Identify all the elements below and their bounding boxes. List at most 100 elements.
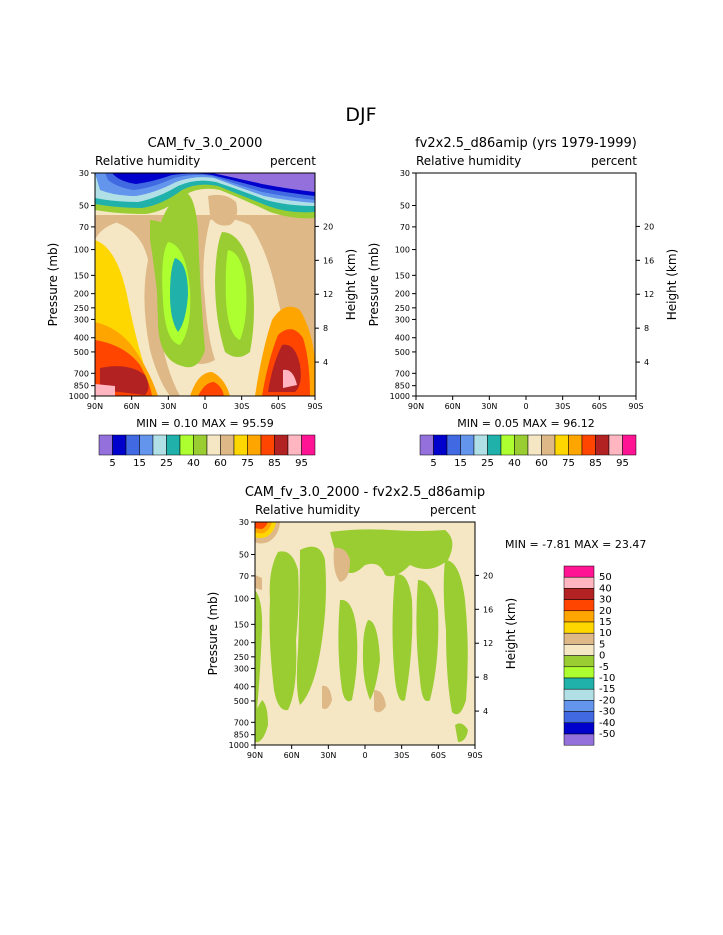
colorbar-swatch: [125, 434, 140, 456]
x-tick-label: 0: [523, 402, 528, 411]
y-tick-label: 500: [234, 697, 249, 706]
contour-band-15: [416, 173, 636, 203]
colorbar-label: 75: [241, 458, 254, 469]
panel-title: CAM_fv_3.0_2000 - fv2x2.5_d86amip: [245, 485, 485, 500]
y-right-axis-label: Height (km): [665, 249, 679, 320]
colorbar-swatch: [563, 599, 595, 612]
y-right-tick-label: 16: [323, 256, 333, 265]
colorbar-label: -20: [599, 695, 615, 706]
y-right-tick-label: 8: [483, 673, 488, 682]
y-tick-label: 50: [239, 550, 249, 559]
y-tick-label: 700: [395, 369, 410, 378]
contour-band-20: [495, 268, 505, 318]
x-tick-label: 90N: [247, 751, 263, 760]
colorbar-label: 15: [454, 458, 467, 469]
colorbar-swatch: [554, 434, 569, 456]
colorbar-swatch: [563, 711, 595, 724]
colorbar-swatch: [193, 434, 208, 456]
colorbar-swatch: [247, 434, 262, 456]
colorbar-swatch: [581, 434, 596, 456]
y-tick-label: 70: [79, 223, 89, 232]
y-right-tick-label: 8: [644, 324, 649, 333]
y-tick-label: 150: [74, 271, 89, 280]
colorbar-swatch: [433, 434, 448, 456]
contour-band-40: [478, 192, 526, 367]
contour-band-neg5-to-0: [296, 546, 326, 705]
contour-band-neg5-to-0: [255, 700, 268, 742]
page-title: DJF: [345, 104, 376, 126]
x-tick-label: 0: [362, 751, 367, 760]
colorbar-swatch: [446, 434, 461, 456]
colorbar-swatch: [622, 434, 637, 456]
y-tick-label: 70: [400, 223, 410, 232]
colorbar-swatch: [419, 434, 434, 456]
y-tick-label: 400: [234, 683, 249, 692]
contour-band-65: [95, 215, 315, 396]
y-axis-label: Pressure (mb): [367, 243, 381, 327]
y-right-tick-label: 4: [323, 358, 328, 367]
contour-band-90: [421, 366, 470, 395]
colorbar-swatch: [260, 434, 275, 456]
panel-subtitle-right: percent: [430, 503, 476, 517]
colorbar-label: 5: [430, 458, 436, 469]
colorbar-label: 60: [535, 458, 548, 469]
contour-band-20-to-30: [255, 522, 268, 529]
contour-band-85: [416, 340, 473, 396]
contour-band-80: [576, 307, 636, 396]
contour-band-95: [283, 369, 297, 388]
y-right-tick-label: 20: [483, 571, 493, 580]
colorbar-label: -5: [599, 662, 609, 673]
y-tick-label: 200: [395, 290, 410, 299]
contour-band-25: [416, 173, 636, 212]
colorbar-swatch: [563, 565, 595, 578]
colorbar-label: 10: [599, 628, 612, 639]
panel-subtitle-left: Relative humidity: [416, 154, 521, 168]
y-tick-label: 1000: [229, 741, 249, 750]
x-tick-label: 60S: [431, 751, 446, 760]
colorbar-swatch: [301, 434, 316, 456]
colorbar-swatch: [563, 666, 595, 679]
colorbar-swatch: [112, 434, 127, 456]
colorbar-swatch: [220, 434, 235, 456]
colorbar-label: 40: [599, 583, 612, 594]
contour-band-neg5-to-0: [338, 599, 358, 702]
contour-band-10: [426, 173, 636, 200]
contour-band-95: [416, 384, 436, 396]
y-right-tick-label: 4: [644, 358, 649, 367]
contour-band-35: [547, 250, 568, 340]
colorbar-label: 40: [508, 458, 521, 469]
axes-c: 90N 60N 30N 0 30S 60S 90S 30 50 70 100 150 200 250 300…: [206, 518, 518, 760]
y-right-tick-label: 12: [483, 639, 493, 648]
y-tick-label: 300: [74, 315, 89, 324]
y-tick-label: 100: [74, 246, 89, 255]
x-tick-label: 60N: [124, 402, 140, 411]
colorbar-swatch: [608, 434, 623, 456]
colorbar-swatch: [563, 688, 595, 701]
x-tick-label: 60N: [284, 751, 300, 760]
contour-band-35: [225, 250, 247, 340]
colorbar-swatch: [563, 621, 595, 634]
colorbar-label: -30: [599, 707, 615, 718]
y-tick-label: 70: [239, 572, 249, 581]
y-tick-label: 850: [234, 731, 249, 740]
colorbar-swatch: [166, 434, 181, 456]
y-tick-label: 700: [234, 718, 249, 727]
y-right-axis-label: Height (km): [504, 598, 518, 669]
colorbar-swatch: [563, 576, 595, 589]
x-tick-label: 30S: [394, 751, 409, 760]
colorbar-swatch: [139, 434, 154, 456]
x-tick-label: 90S: [628, 402, 643, 411]
contour-band-65: [416, 215, 636, 396]
x-tick-label: 90N: [87, 402, 103, 411]
y-tick-label: 400: [395, 334, 410, 343]
colorbar-swatch: [287, 434, 302, 456]
contour-band-95: [95, 384, 115, 396]
colorbar-swatch: [563, 655, 595, 668]
x-tick-label: 60S: [592, 402, 607, 411]
contour-band-75: [416, 240, 476, 396]
y-tick-label: 200: [74, 290, 89, 299]
y-right-axis-label: Height (km): [344, 249, 358, 320]
y-tick-label: 30: [400, 169, 410, 178]
y-tick-label: 30: [239, 518, 249, 527]
